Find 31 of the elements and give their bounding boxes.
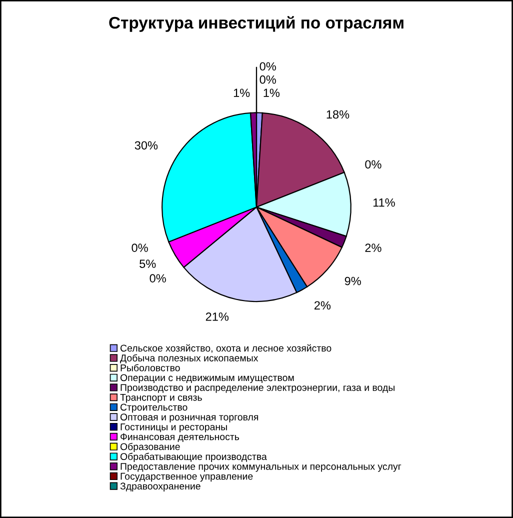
legend-label: Гостиницы и рестораны — [120, 424, 227, 432]
data-label: 2% — [314, 301, 331, 310]
data-label: 18% — [326, 110, 350, 119]
text: 0% — [260, 62, 276, 71]
legend-label: Оптовая и розничная торговля — [120, 414, 258, 422]
data-label: 1% — [264, 88, 280, 98]
legend-label: Государственное управление — [120, 472, 253, 482]
data-label: 30% — [134, 141, 158, 150]
data-label: 11% — [373, 198, 395, 207]
legend-label: Предоставление прочих коммунальных и персональных услуг — [120, 463, 402, 472]
data-label: 21% — [206, 312, 229, 321]
legend-label: Транспорт и связь — [120, 394, 202, 403]
data-label: 2% — [365, 244, 382, 252]
legend-label: Рыболовство — [120, 364, 180, 372]
text: 0% — [365, 160, 382, 169]
legend-label: Образование — [120, 442, 180, 452]
legend-label: Финансовая деятельность — [120, 433, 240, 442]
text: 0% — [150, 274, 166, 282]
data-label: 1% — [234, 88, 250, 98]
legend-label: Сельское хозяйство, охота и лесное хозяйство — [120, 344, 332, 353]
chart-title: Структура инвестиций по отраслям — [109, 16, 404, 32]
data-label: 9% — [344, 276, 361, 286]
legend-label: Добыча полезных ископаемых — [120, 354, 258, 364]
legend-label: Обрабатывающие производства — [120, 452, 267, 462]
legend-label: Здравоохранение — [120, 482, 200, 492]
legend-label: Строительство — [120, 404, 188, 413]
legend-label: Производство и распределение электроэнергии, газа и воды — [120, 384, 394, 393]
text: 0% — [260, 75, 276, 84]
legend-label: Операции с недвижимым имуществом — [120, 374, 294, 384]
data-label: 5% — [140, 260, 156, 268]
text: 0% — [132, 244, 148, 252]
